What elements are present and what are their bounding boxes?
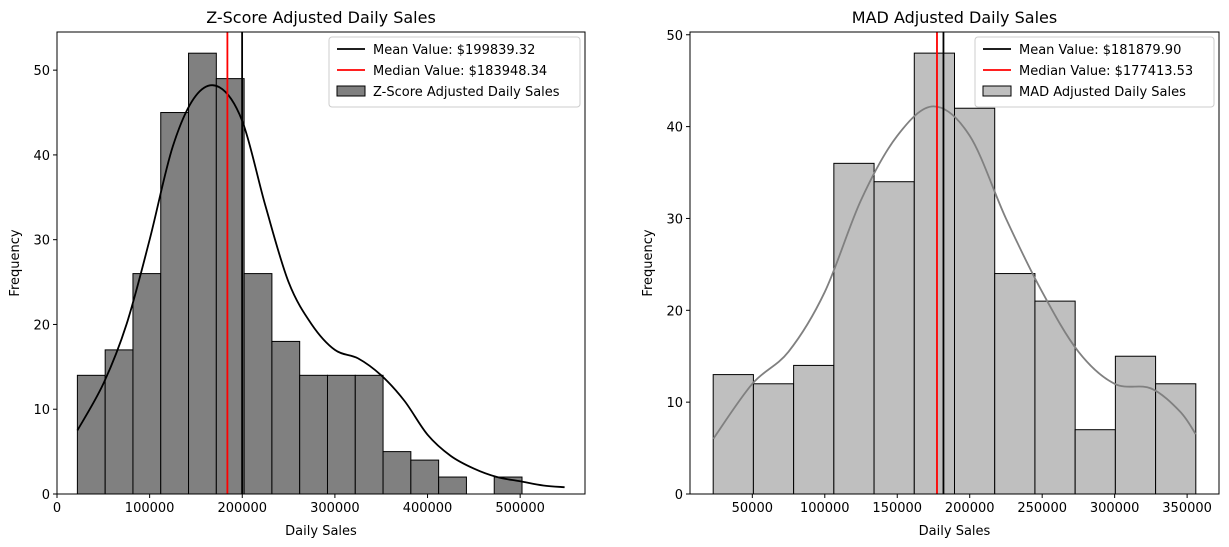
x-tick-label: 500000: [495, 501, 545, 516]
legend: Mean Value: $181879.90 Median Value: $177…: [974, 36, 1215, 108]
x-tick-label: 350000: [1162, 501, 1212, 516]
histogram-bar: [833, 162, 875, 495]
chart-panel-mad: 50000 100000 150000 200000 250000 300000 35000…: [641, 8, 1220, 539]
x-tick-label: 150000: [872, 501, 922, 516]
histogram-bar: [1155, 383, 1197, 495]
legend-patch-swatch: [336, 85, 366, 97]
y-tick-label: 10: [33, 403, 50, 418]
x-tick-label: 100000: [125, 501, 175, 516]
chart-panel-z-score: 0 100000 200000 300000 400000 500000 0 10 20 30 40…: [8, 8, 586, 539]
x-tick-label: 200000: [217, 501, 267, 516]
histogram-bar: [752, 383, 795, 495]
chart-title: Z-Score Adjusted Daily Sales: [206, 8, 436, 27]
legend-patch-swatch: [982, 85, 1012, 97]
y-tick-label: 30: [666, 212, 683, 227]
y-axis-label: Frequency: [641, 229, 656, 296]
histogram-bar: [1114, 355, 1157, 495]
histogram-bar: [994, 273, 1036, 495]
histogram-bar: [913, 52, 955, 495]
x-tick-label: 400000: [403, 501, 453, 516]
histogram-bar: [215, 78, 245, 495]
y-axis-label: Frequency: [8, 229, 23, 296]
y-tick-label: 30: [33, 234, 50, 249]
y-tick-label: 50: [666, 29, 683, 44]
axes-frame: [56, 31, 586, 495]
y-tick-label: 40: [33, 149, 50, 164]
legend-label: Median Value: $177413.53: [1019, 64, 1193, 79]
y-tick-label: 50: [33, 64, 50, 79]
y-tick-label: 0: [675, 488, 683, 503]
chart-title: MAD Adjusted Daily Sales: [852, 8, 1057, 27]
histogram-bar: [160, 112, 190, 495]
histogram-bar: [243, 273, 273, 495]
x-axis-label: Daily Sales: [285, 524, 357, 539]
y-tick-label: 10: [666, 396, 683, 411]
legend-label: Median Value: $183948.34: [373, 64, 547, 79]
histogram-bar: [1074, 429, 1116, 495]
y-tick-label: 20: [666, 304, 683, 319]
x-tick-label: 300000: [1090, 501, 1140, 516]
histogram-bar: [438, 476, 467, 495]
legend-box: [974, 36, 1215, 108]
histogram-bar: [299, 374, 328, 495]
x-axis-label: Daily Sales: [919, 524, 991, 539]
histogram-bar: [1034, 300, 1076, 495]
histogram-bar: [793, 364, 835, 495]
x-tick-label: 50000: [732, 501, 773, 516]
histogram-bar: [104, 349, 134, 495]
y-tick-label: 40: [666, 121, 683, 136]
histogram-bar: [188, 52, 217, 495]
x-tick-label: 200000: [945, 501, 995, 516]
legend: Mean Value: $199839.32 Median Value: $183…: [328, 36, 581, 108]
x-tick-label: 0: [53, 501, 61, 516]
histogram-bar: [271, 340, 301, 495]
axes-frame: [689, 31, 1220, 495]
histogram-bar: [873, 181, 915, 495]
x-tick-label: 300000: [310, 501, 360, 516]
kde-curve: [712, 105, 1197, 440]
y-tick-label: 0: [42, 488, 50, 503]
histogram-bar: [410, 459, 440, 495]
legend-label: Z-Score Adjusted Daily Sales: [373, 85, 560, 100]
histogram-bar: [382, 451, 412, 495]
y-tick-label: 20: [33, 318, 50, 333]
histogram-bar: [354, 374, 384, 495]
histogram-bar: [132, 273, 162, 495]
legend-box: [328, 36, 581, 108]
histogram-bar: [76, 374, 106, 495]
legend-label: Mean Value: $199839.32: [373, 43, 535, 58]
x-tick-label: 100000: [800, 501, 850, 516]
x-tick-label: 250000: [1017, 501, 1067, 516]
histogram-bar: [954, 107, 996, 495]
legend-label: Mean Value: $181879.90: [1019, 43, 1181, 58]
histogram-bar: [712, 374, 754, 495]
kde-curve: [76, 84, 565, 489]
histogram-bar: [326, 374, 356, 495]
legend-label: MAD Adjusted Daily Sales: [1019, 85, 1186, 100]
